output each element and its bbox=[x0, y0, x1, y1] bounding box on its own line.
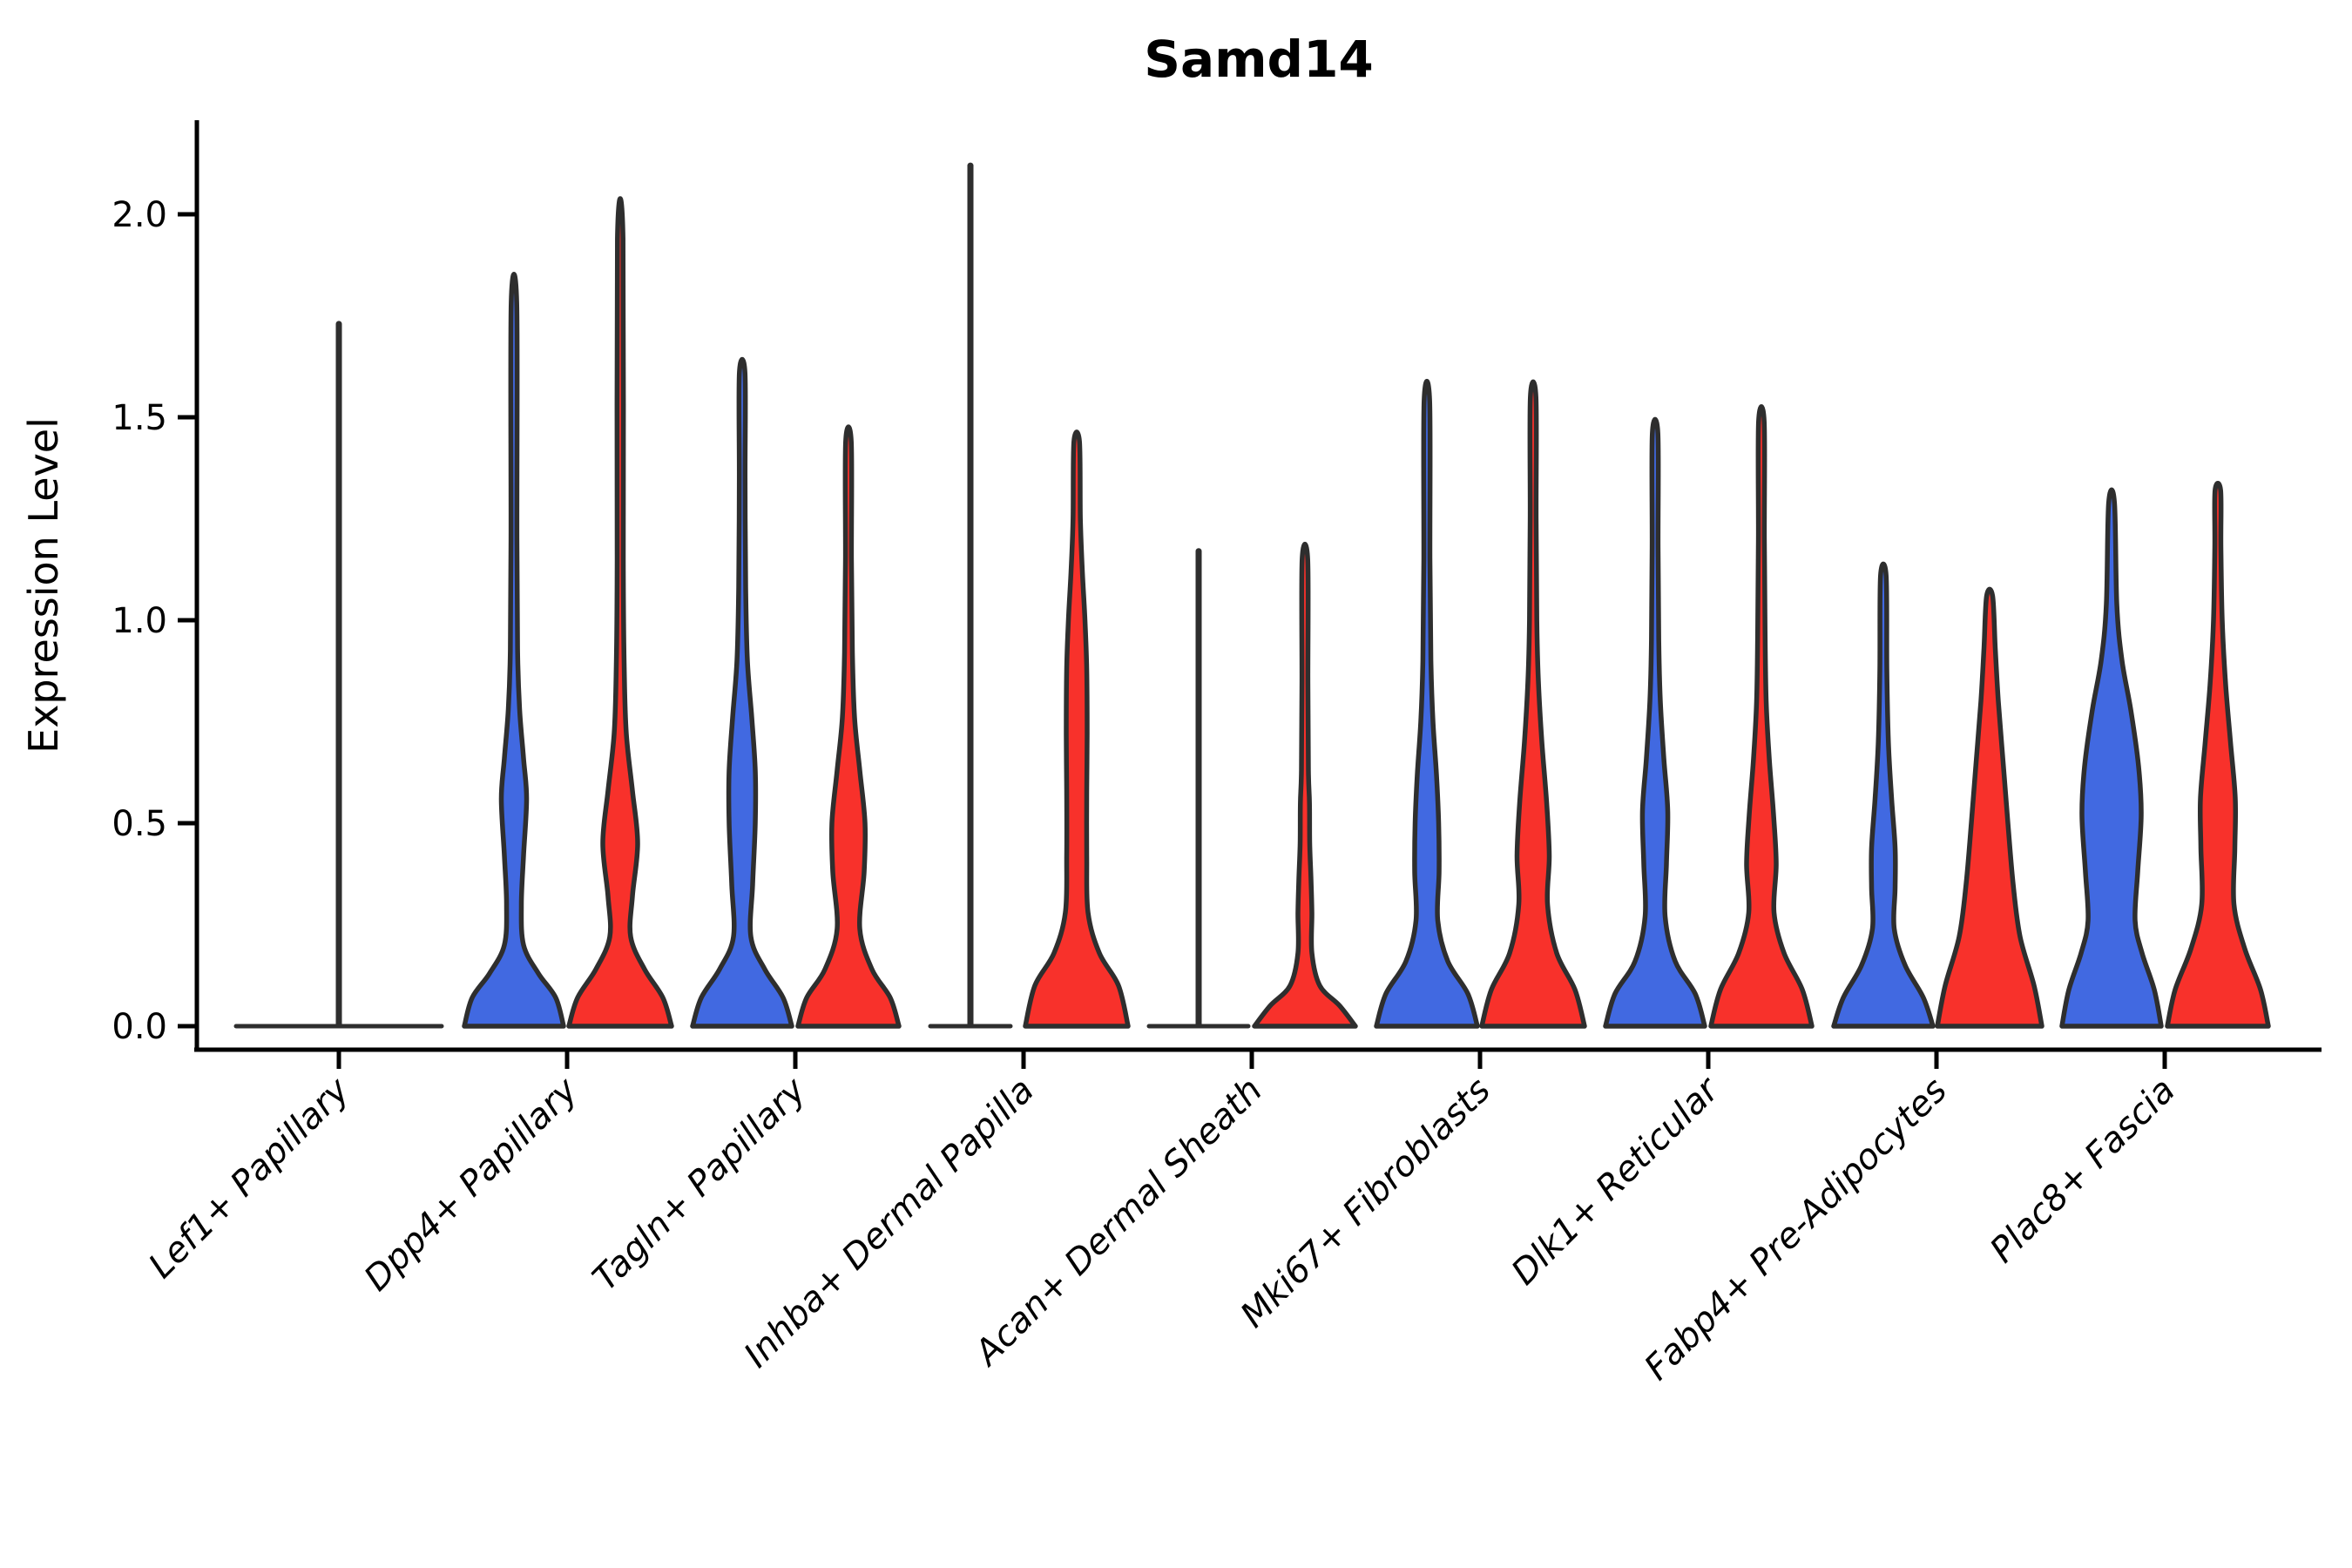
violin-fabp4-pre-adipocytes-red bbox=[1935, 586, 2044, 1029]
axes bbox=[178, 120, 2322, 1069]
y-tick-label: 1.5 bbox=[112, 398, 167, 438]
y-tick-label: 0.0 bbox=[112, 1007, 167, 1047]
chart-title: Samd14 bbox=[1144, 30, 1374, 89]
violin-fabp4-pre-adipocytes-blue bbox=[1831, 561, 1936, 1029]
violin-plac8-fascia-blue bbox=[2059, 487, 2164, 1029]
x-tick-label-dpp4-papillary: Dpp4+ Papillary bbox=[357, 1070, 586, 1299]
violin-plac8-fascia-red bbox=[2165, 480, 2271, 1029]
violin-dpp4-papillary-red bbox=[566, 196, 674, 1029]
x-tick-label-mki67-fibroblasts: Mki67+ Fibroblasts bbox=[1233, 1071, 1498, 1336]
violins bbox=[233, 162, 2271, 1029]
y-tick-label: 1.0 bbox=[112, 601, 167, 641]
violin-dpp4-papillary-blue bbox=[462, 272, 566, 1029]
x-tick-label-dlk1-reticular: Dlk1+ Reticular bbox=[1504, 1069, 1728, 1293]
violin-tagln-papillary-blue bbox=[690, 356, 794, 1029]
violin-mki67-fibroblasts-blue bbox=[1374, 379, 1480, 1029]
y-tick-label: 0.5 bbox=[112, 804, 167, 844]
violin-dlk1-reticular-blue bbox=[1603, 416, 1707, 1029]
x-tick-label-tagln-papillary: Tagln+ Papillary bbox=[585, 1070, 814, 1299]
x-tick-label-plac8-fascia: Plac8+ Fascia bbox=[1983, 1071, 2183, 1271]
violin-mki67-fibroblasts-red bbox=[1479, 379, 1587, 1029]
y-tick-labels: 0.0 0.5 1.0 1.5 2.0 bbox=[112, 195, 167, 1047]
y-axis-label: Expression Level bbox=[20, 417, 67, 754]
x-tick-label-lef1-papillary: Lef1+ Papillary bbox=[141, 1070, 358, 1287]
violin-tagln-papillary-red bbox=[795, 424, 902, 1029]
violin-dlk1-reticular-red bbox=[1708, 404, 1815, 1029]
violin-acan-dermal-sheath-red bbox=[1252, 541, 1358, 1029]
violin-inhba-dermal-papilla-red bbox=[1023, 429, 1131, 1029]
x-tick-labels: Lef1+ Papillary Dpp4+ Papillary Tagln+ Pap… bbox=[141, 1069, 2183, 1389]
y-tick-label: 2.0 bbox=[112, 195, 167, 235]
